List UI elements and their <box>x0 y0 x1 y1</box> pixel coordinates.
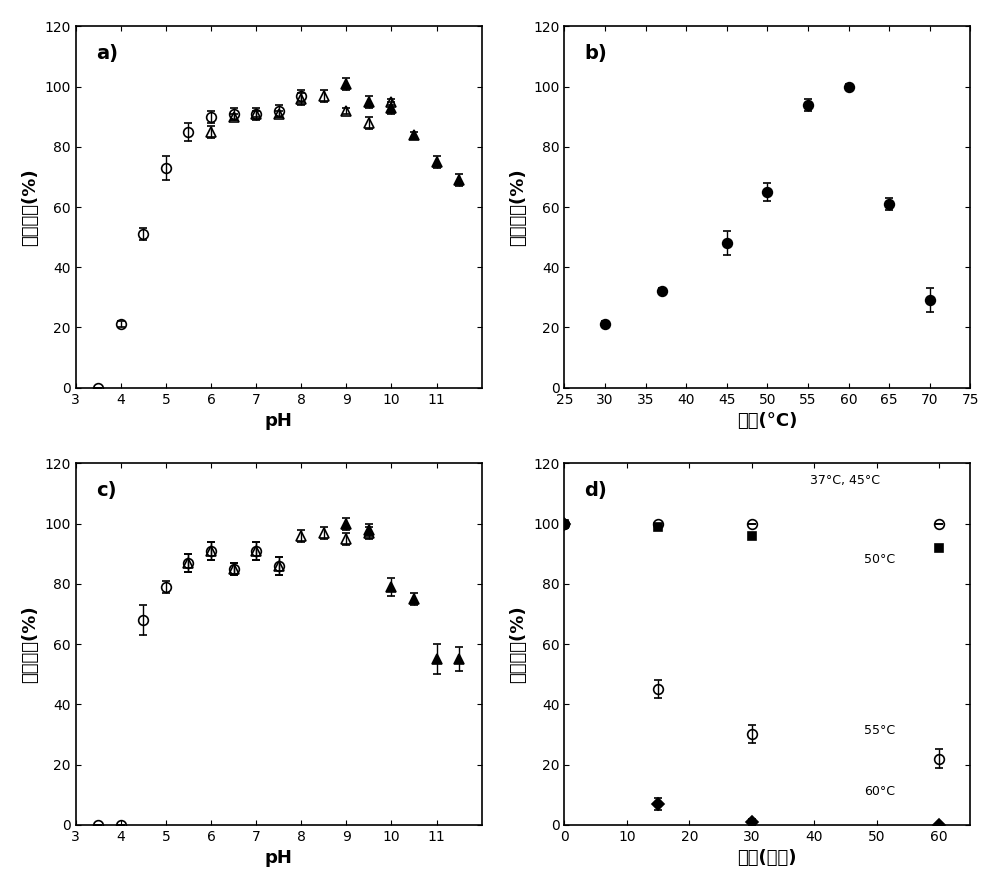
Text: 55°C: 55°C <box>864 725 895 737</box>
Y-axis label: 相对活性(%): 相对活性(%) <box>510 168 528 246</box>
Y-axis label: 相对活性(%): 相对活性(%) <box>510 606 528 683</box>
X-axis label: 时间(分钟): 时间(分钟) <box>738 849 797 868</box>
Text: 60°C: 60°C <box>864 785 895 797</box>
Text: a): a) <box>96 44 118 63</box>
Text: 37°C, 45°C: 37°C, 45°C <box>810 474 880 488</box>
Y-axis label: 相对活性(%): 相对活性(%) <box>21 606 39 683</box>
X-axis label: 温度(°C): 温度(°C) <box>737 412 798 430</box>
Text: b): b) <box>585 44 607 63</box>
Y-axis label: 相对活性(%): 相对活性(%) <box>21 168 39 246</box>
X-axis label: pH: pH <box>265 412 293 430</box>
Text: d): d) <box>585 481 607 501</box>
X-axis label: pH: pH <box>265 849 293 868</box>
Text: c): c) <box>96 481 116 501</box>
Text: 50°C: 50°C <box>864 552 895 566</box>
